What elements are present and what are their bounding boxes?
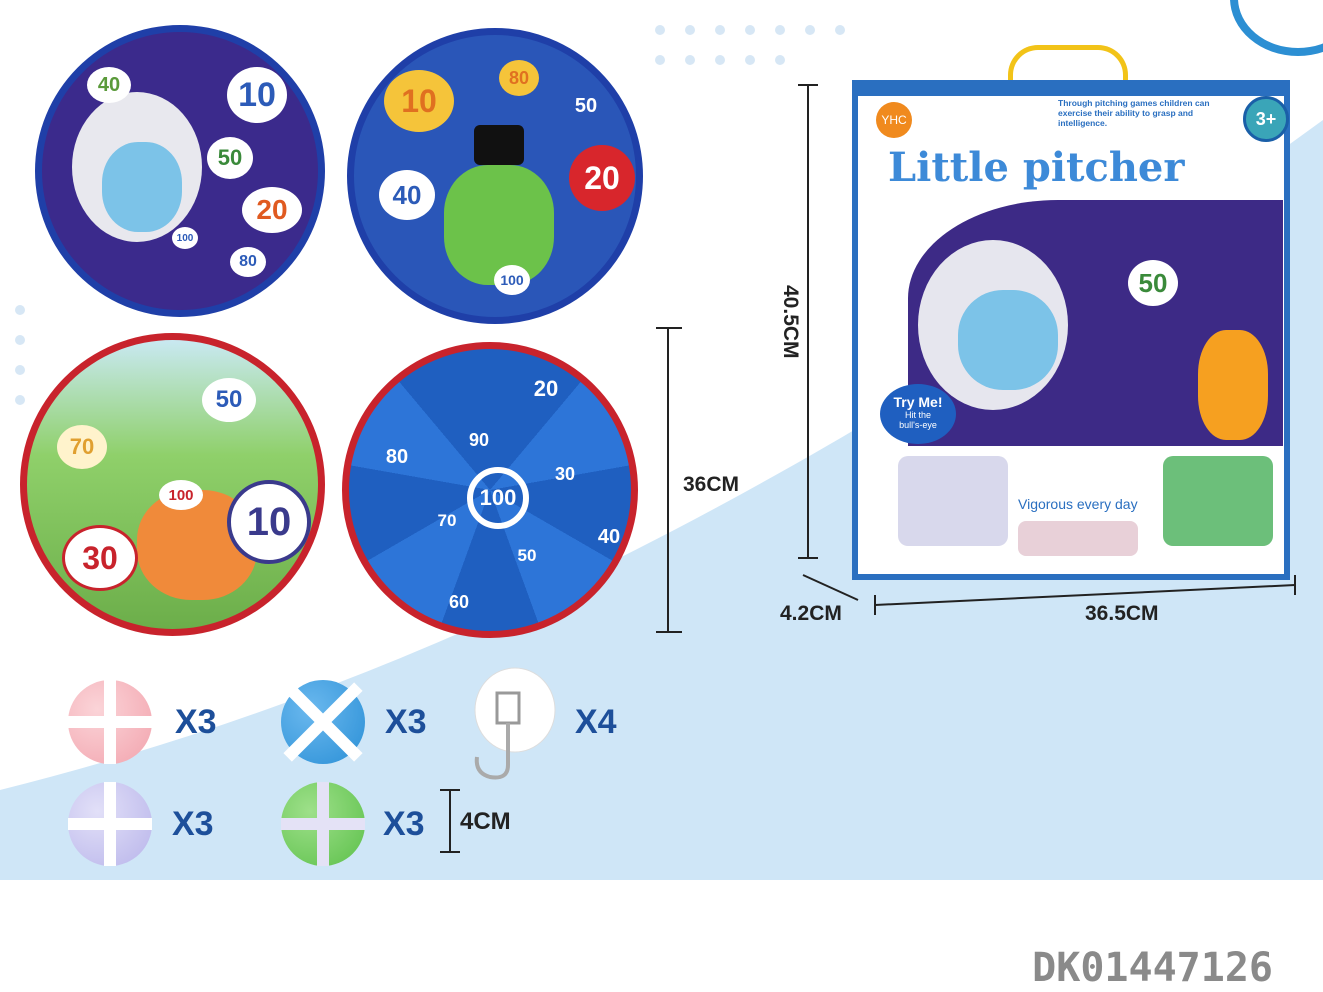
suction-hook-qty: X4 [575,703,617,741]
score-40: 40 [379,170,435,220]
blue-ball-qty: X3 [385,703,427,741]
score-10: 10 [227,67,287,123]
balls-tray-left [898,456,1008,546]
balls-tray-middle [1018,521,1138,556]
product-box: YHC Through pitching games children can … [852,80,1290,580]
box-title: Little pitcher [888,144,1185,191]
age-badge: 3+ [1243,96,1289,142]
suction-hook [474,667,556,780]
score-50: 50 [574,94,598,117]
score-10: 10 [384,70,454,132]
score-70: 70 [437,511,457,530]
pink-ball-qty: X3 [175,703,217,741]
balls-tray-right [1163,456,1273,546]
dimension-lines [440,84,1296,853]
score-100: 100 [172,227,198,249]
ball-size-label: 4CM [460,808,511,835]
score-20: 20 [242,187,302,233]
box-width-label: 36.5CM [1085,602,1159,625]
score-60: 60 [448,591,470,612]
product-code: DK01447126 [1032,945,1273,991]
pink-ball [68,680,152,764]
box-tagline: Through pitching games children can exer… [1058,98,1210,128]
score-40: 40 [87,67,131,103]
box-depth-label: 4.2CM [780,602,842,625]
score-40: 40 [597,525,621,548]
dartboard-dinosaur: 50 70 100 10 30 [20,333,325,636]
board-height-label: 36CM [683,473,740,496]
score-30: 30 [554,463,576,484]
purple-ball-qty: X3 [172,805,214,843]
blue-ball [281,680,365,764]
box-slogan: Vigorous every day [1018,496,1138,512]
score-80: 80 [385,445,409,468]
dartboard-space-astronaut: 40 10 50 20 100 80 [35,25,325,317]
score-80: 80 [499,60,539,96]
score-70: 70 [57,425,107,469]
green-ball [281,782,365,866]
score-100: 100 [494,265,530,295]
dartboard-space-dino: 10 80 50 20 40 100 [347,28,643,324]
box-handle [1008,45,1128,100]
score-10: 10 [227,480,311,564]
score-50: 50 [202,378,256,422]
green-ball-qty: X3 [383,805,425,843]
dartboard-ocean: 20 90 80 30 100 70 40 50 60 [342,342,638,638]
box-window: 50 [908,200,1283,446]
score-80: 80 [230,247,266,277]
score-50: 50 [517,546,537,565]
try-me-badge: Try Me! Hit the bull's-eye [880,384,956,444]
brand-logo: YHC [876,102,912,138]
purple-ball [68,782,152,866]
score-20: 20 [533,376,559,401]
score-90: 90 [468,429,490,450]
score-30: 30 [62,525,138,591]
box-score-50: 50 [1138,267,1168,298]
score-100: 100 [467,467,529,529]
score-20: 20 [569,145,635,211]
score-100: 100 [159,480,203,510]
box-height-label: 40.5CM [779,285,802,359]
score-50: 50 [207,137,253,179]
